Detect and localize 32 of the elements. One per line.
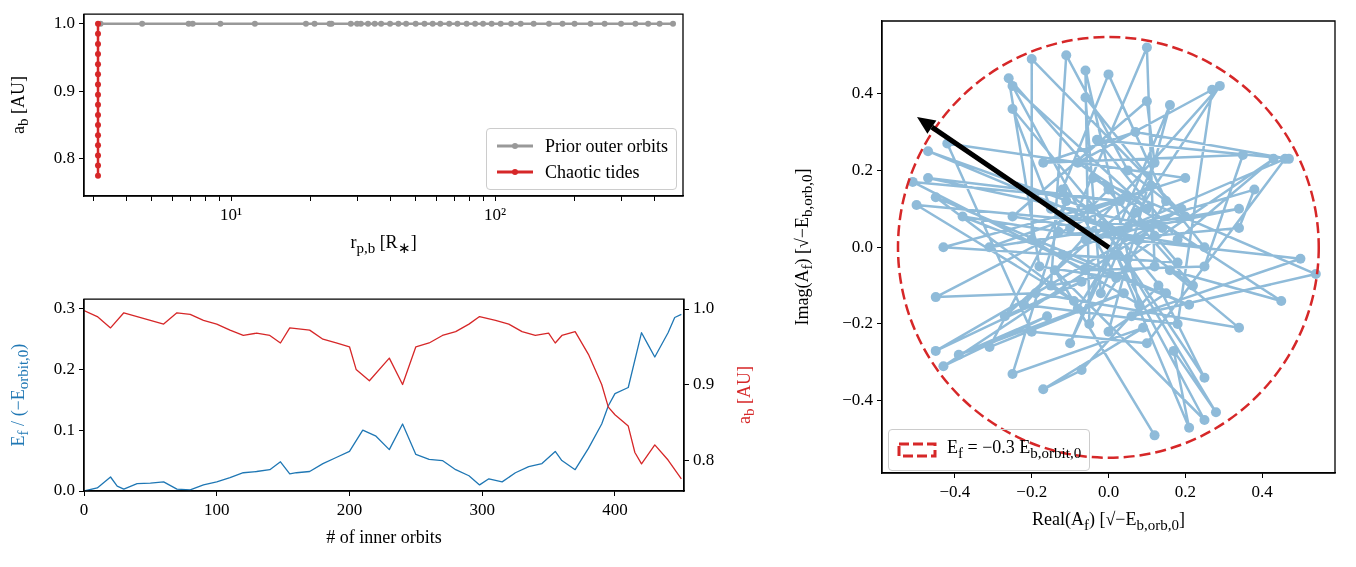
x-tick-label: −0.4	[939, 481, 971, 501]
x-tick-label: 100	[203, 499, 230, 519]
y-tick-label: 0.9	[53, 80, 75, 100]
x-tick-label: 0.2	[1174, 481, 1196, 501]
y-tick-label: 0.0	[851, 236, 873, 256]
annotation: E$_{f}$ = −0.3 E$_{b,orbit,0}$	[947, 436, 1082, 463]
x-tick-label: 200	[336, 499, 363, 519]
y-tick-label: 0.4	[851, 83, 874, 103]
x-axis-title: r$_{p,b}$ [R$_{∗}$]	[350, 232, 417, 257]
y-tick-label: −0.2	[842, 313, 873, 333]
x-tick-label: 0	[79, 499, 89, 519]
y-tick-label: −0.4	[842, 390, 874, 410]
legend-label: Chaotic tides	[545, 161, 640, 184]
x-axis-title: # of inner orbits	[326, 527, 442, 548]
x-tick-label: −0.2	[1016, 481, 1048, 501]
y2-tick-label: 0.8	[693, 449, 715, 469]
x-tick-label: 400	[602, 499, 628, 519]
y-tick-label: 0.2	[53, 358, 75, 378]
y2-tick-label: 1.0	[693, 298, 715, 318]
x-tick-label: 300	[469, 499, 495, 519]
legend-label: Prior outer orbits	[545, 135, 668, 158]
y-tick-label: 0.2	[851, 159, 873, 179]
x-tick-label: 10¹	[220, 204, 243, 224]
x-axis-title: Real(A$_{f}$) [√−E$_{b,orb,0}$]	[1032, 509, 1185, 534]
y-tick-label: 0.8	[53, 148, 75, 168]
y-tick-label: 0.1	[53, 419, 75, 439]
x-tick-label: 0.0	[1097, 481, 1120, 501]
x-tick-label: 0.4	[1251, 481, 1274, 501]
x-tick-label: 10²	[484, 204, 507, 224]
y-tick-label: 0.3	[53, 297, 75, 317]
y2-tick-label: 0.9	[693, 374, 715, 393]
y-tick-label: 1.0	[53, 13, 75, 33]
